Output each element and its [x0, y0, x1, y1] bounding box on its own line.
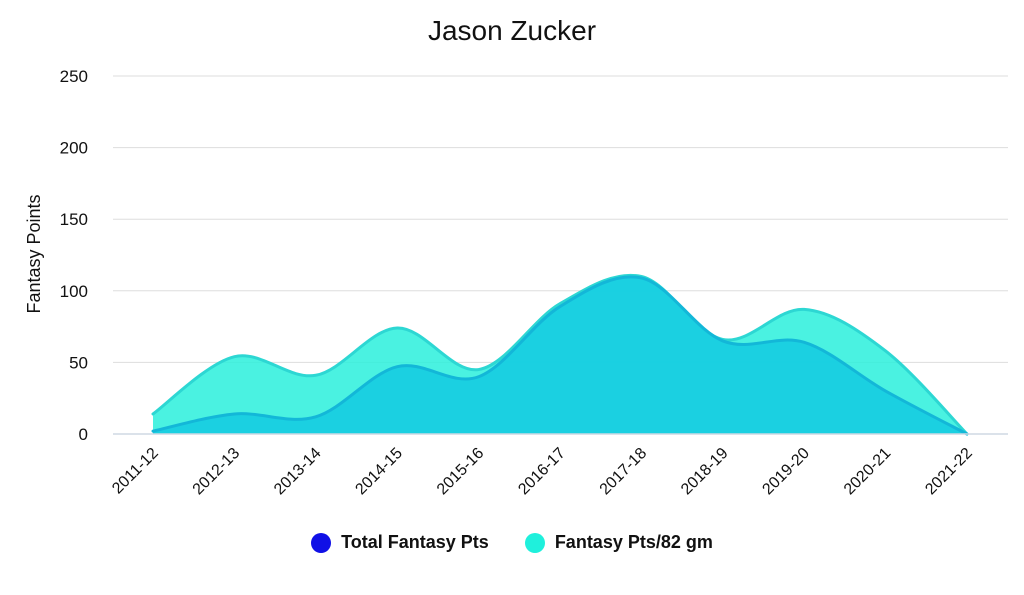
- y-tick-label: 250: [60, 67, 88, 86]
- x-tick-label: 2020-21: [841, 445, 895, 499]
- x-tick-label: 2015-16: [434, 445, 488, 499]
- chart-title: Jason Zucker: [428, 15, 596, 46]
- legend-swatch-fantasy-pts-82-gm: [524, 532, 545, 553]
- x-tick-label: 2017-18: [597, 445, 651, 499]
- x-tick-label: 2021-22: [922, 445, 976, 499]
- x-tick-label: 2014-15: [352, 445, 406, 499]
- y-tick-label: 200: [60, 139, 88, 158]
- x-tick-label: 2013-14: [271, 445, 325, 499]
- y-tick-label: 50: [69, 353, 88, 372]
- x-tick-label: 2016-17: [515, 445, 569, 499]
- x-tick-label: 2012-13: [190, 445, 244, 499]
- x-tick-label: 2018-19: [678, 445, 732, 499]
- legend-label-total-fantasy-pts: Total Fantasy Pts: [341, 532, 489, 552]
- legend: Total Fantasy Pts Fantasy Pts/82 gm: [0, 532, 1024, 553]
- y-axis-ticks: 0 50 100 150 200 250: [60, 67, 88, 444]
- legend-swatch-total-fantasy-pts: [311, 532, 332, 553]
- y-tick-label: 100: [60, 282, 88, 301]
- x-axis-ticks: 2011-12 2012-13 2013-14 2014-15 2015-16 2016-…: [109, 445, 976, 499]
- legend-item-fantasy-pts-82-gm[interactable]: Fantasy Pts/82 gm: [524, 532, 713, 553]
- x-tick-label: 2019-20: [759, 445, 813, 499]
- x-tick-label: 2011-12: [109, 445, 162, 498]
- legend-item-total-fantasy-pts[interactable]: Total Fantasy Pts: [311, 532, 489, 553]
- series-areas: [151, 273, 969, 436]
- legend-label-fantasy-pts-82-gm: Fantasy Pts/82 gm: [554, 532, 713, 552]
- y-axis-title: Fantasy Points: [24, 194, 44, 313]
- y-tick-label: 150: [60, 210, 88, 229]
- series-area-total-fantasy-pts: [153, 276, 967, 434]
- series-line-total-fantasy-pts: [151, 275, 969, 436]
- series-line-fantasy-pts-82-gm: [151, 273, 969, 436]
- y-tick-label: 0: [79, 425, 88, 444]
